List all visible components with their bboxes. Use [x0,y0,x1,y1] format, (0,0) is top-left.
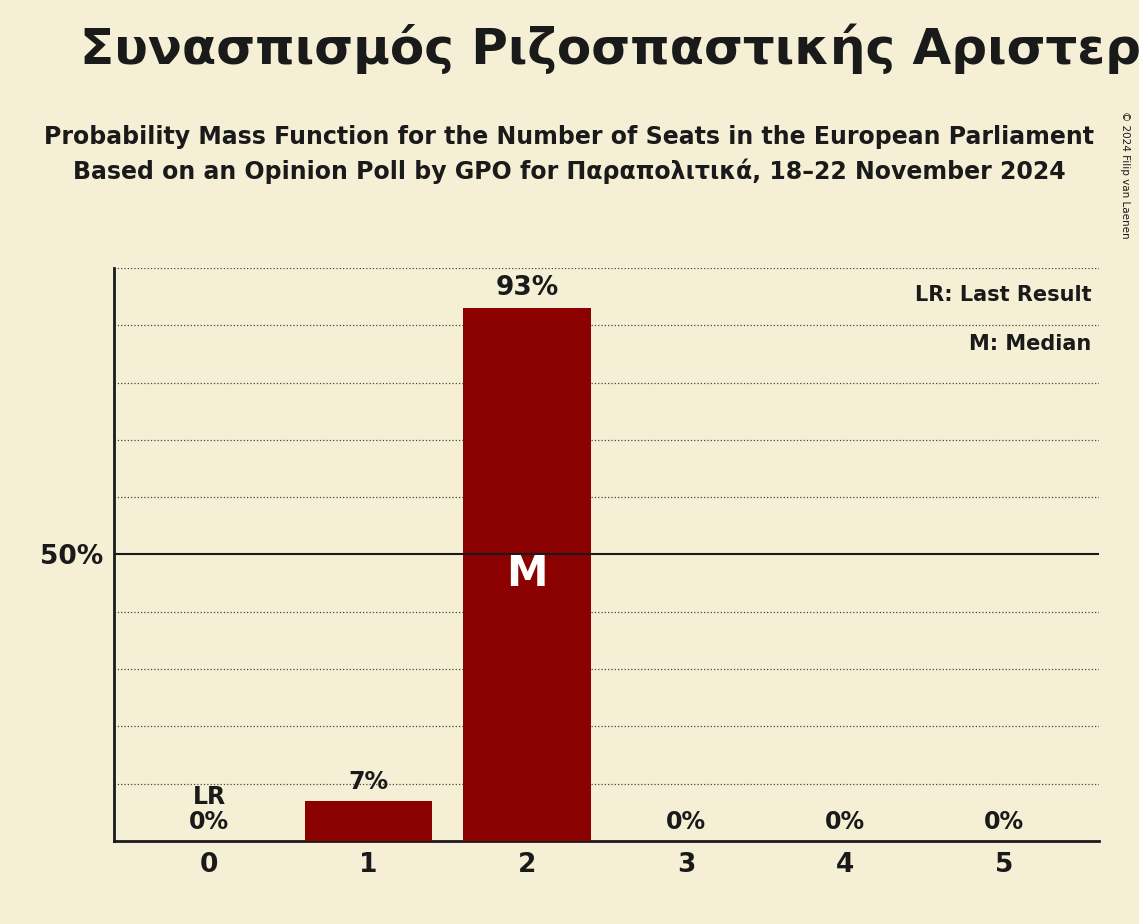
Text: Συνασπισμός Ριζοσπαστικής Αριστεράς (GUE/NGL): Συνασπισμός Ριζοσπαστικής Αριστεράς (GUE… [80,23,1139,74]
Text: LR: Last Result: LR: Last Result [915,286,1091,305]
Text: 93%: 93% [495,275,559,301]
Text: 0%: 0% [825,810,865,834]
Text: M: Median: M: Median [969,334,1091,354]
Bar [464,308,591,841]
Text: 0%: 0% [189,810,229,834]
Bar [304,801,432,841]
Text: Based on an Opinion Poll by GPO for Παραπολιτικά, 18–22 November 2024: Based on an Opinion Poll by GPO for Παρα… [73,159,1066,185]
Text: © 2024 Filip van Laenen: © 2024 Filip van Laenen [1121,111,1130,238]
Text: LR: LR [192,785,226,809]
Text: Probability Mass Function for the Number of Seats in the European Parliament: Probability Mass Function for the Number… [44,125,1095,149]
Text: 0%: 0% [666,810,706,834]
Text: 7%: 7% [349,770,388,794]
Text: 0%: 0% [984,810,1024,834]
Text: M: M [507,553,548,595]
